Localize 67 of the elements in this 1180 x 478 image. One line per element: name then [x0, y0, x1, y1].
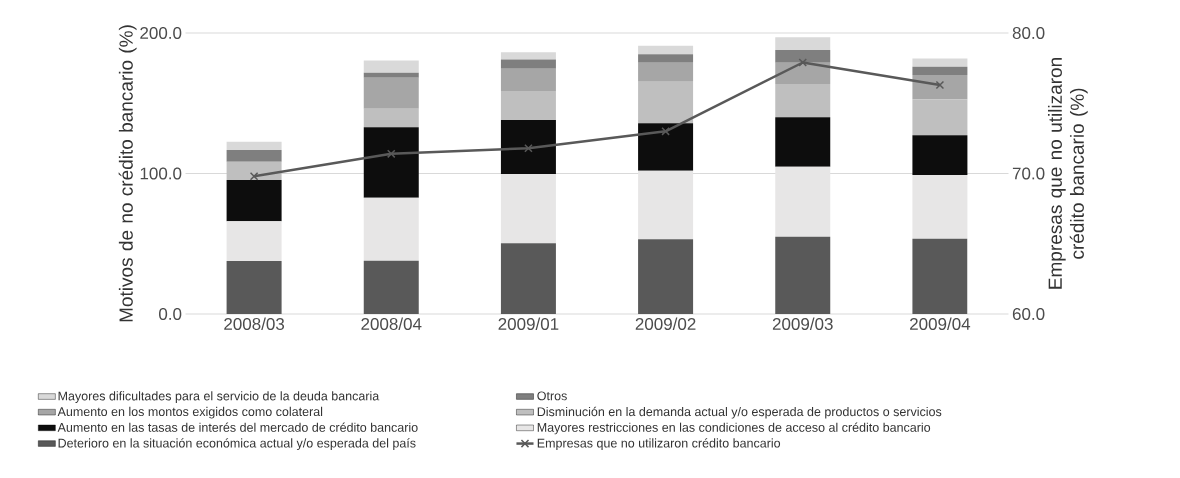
bar — [912, 58, 968, 67]
bar — [775, 236, 831, 314]
bar — [363, 197, 419, 261]
bar — [775, 117, 831, 167]
y2-tick-label: 60.0 — [1012, 307, 1045, 321]
legend-label: Empresas que no utilizaron crédito bancario — [537, 438, 781, 450]
bar — [638, 123, 694, 171]
bar — [775, 83, 831, 118]
bar — [363, 108, 419, 128]
bar — [363, 260, 419, 314]
legend-label: Mayores dificultades para el servicio de la deuda bancaria — [58, 391, 380, 403]
bar — [226, 179, 282, 222]
y2-tick-label: 80.0 — [1012, 26, 1045, 40]
bar — [500, 68, 556, 92]
bar — [912, 238, 968, 314]
y2-axis-title: Empresas que no utilizaron crédito bancario (%) — [1047, 58, 1088, 289]
bar — [638, 170, 694, 240]
legend-label: Mayores restricciones en las condiciones de acceso al crédito bancario — [537, 422, 931, 435]
point — [935, 80, 945, 90]
point — [386, 149, 396, 159]
bar — [638, 62, 694, 82]
bar — [638, 54, 694, 63]
bar — [500, 52, 556, 60]
legend-label: Otros — [537, 391, 567, 401]
bar — [500, 174, 556, 244]
legend-label: Deterioro en la situación económica actual y/o esperada del país — [58, 438, 416, 450]
bar — [363, 127, 419, 198]
x-tick-label: 2009/03 — [772, 317, 833, 331]
y-tick-label: 200.0 — [140, 26, 182, 40]
bar — [912, 99, 968, 136]
point — [661, 127, 670, 136]
bar — [226, 150, 282, 162]
bar — [912, 135, 968, 176]
y2-tick-label: 70.0 — [1012, 167, 1045, 180]
x-tick-label: 2009/02 — [635, 317, 696, 331]
bar — [226, 221, 282, 262]
bar — [775, 49, 831, 63]
point — [249, 172, 259, 181]
bar — [500, 120, 556, 175]
bar — [775, 166, 831, 237]
bar — [912, 175, 968, 239]
x-tick-label: 2008/04 — [361, 317, 422, 331]
bar — [912, 66, 968, 75]
bar — [775, 37, 831, 50]
bar — [363, 77, 419, 109]
bar — [363, 60, 419, 73]
bar — [226, 261, 282, 314]
x-tick-label: 2008/03 — [224, 317, 285, 331]
bar — [500, 243, 556, 314]
legend-label: Disminución en la demanda actual y/o esperada de productos o servicios — [537, 406, 942, 419]
point — [798, 58, 808, 67]
y-axis-title: Motivos de no crédito bancario (%) — [118, 25, 137, 322]
bar — [638, 239, 694, 314]
bar — [912, 75, 968, 100]
bar — [500, 91, 556, 121]
x-tick-label: 2009/04 — [910, 317, 971, 331]
y-tick-label: 100.0 — [140, 167, 182, 180]
x-tick-label: 2009/01 — [498, 317, 559, 331]
y-tick-label: 0.0 — [159, 307, 182, 321]
bar — [638, 81, 694, 124]
legend-label: Aumento en las tasas de interés del mercado de crédito bancario — [57, 422, 418, 432]
bar — [363, 72, 419, 78]
bar — [500, 59, 556, 69]
bar — [226, 141, 282, 151]
point — [524, 143, 533, 153]
bar — [638, 45, 694, 55]
legend-label: Aumento en los montos exigidos como colateral — [57, 406, 323, 419]
